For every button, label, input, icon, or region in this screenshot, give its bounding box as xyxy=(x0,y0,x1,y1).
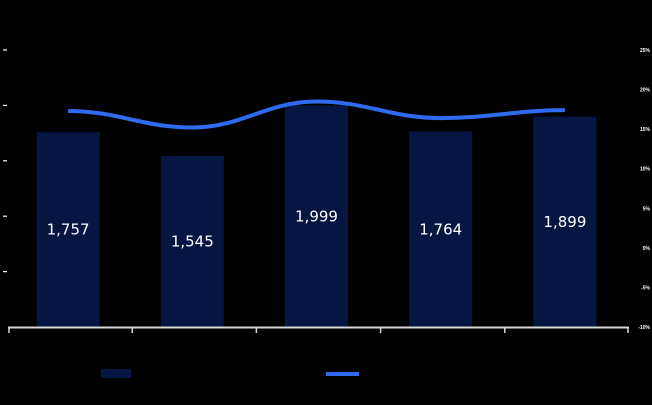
right-tick-label: 10% xyxy=(640,167,651,173)
left-y-axis xyxy=(3,49,7,273)
bar xyxy=(160,155,224,327)
right-tick-label: -10% xyxy=(638,325,650,331)
line-series xyxy=(68,99,565,130)
bar-value-label: 1,545 xyxy=(171,232,214,250)
right-tick-label: 20% xyxy=(640,88,651,94)
right-tick-label: 25% xyxy=(640,48,651,54)
bar xyxy=(285,105,348,327)
line-path xyxy=(68,99,565,130)
bar-value-label: 1,999 xyxy=(295,207,338,225)
bar xyxy=(533,116,597,328)
bar-value-label: 1,757 xyxy=(47,221,90,239)
right-tick-label: 15% xyxy=(640,127,651,133)
bar-value-label: 1,764 xyxy=(419,220,462,238)
right-tick-label: -5% xyxy=(641,285,650,291)
legend-bar-swatch xyxy=(101,369,131,378)
legend-line-swatch xyxy=(326,372,359,376)
bar-value-label: 1,899 xyxy=(543,213,586,231)
legend xyxy=(101,369,359,378)
right-tick-label: 0% xyxy=(643,246,651,252)
right-tick-label: 5% xyxy=(643,206,651,212)
right-y-axis: 25% 20% 15% 10% 5% 0% -5% -10% xyxy=(638,48,650,331)
x-axis xyxy=(8,326,629,333)
bar-series: 1,757 1,545 1,999 1,764 1,899 xyxy=(36,105,597,328)
bar xyxy=(409,131,473,327)
bar xyxy=(36,132,100,327)
